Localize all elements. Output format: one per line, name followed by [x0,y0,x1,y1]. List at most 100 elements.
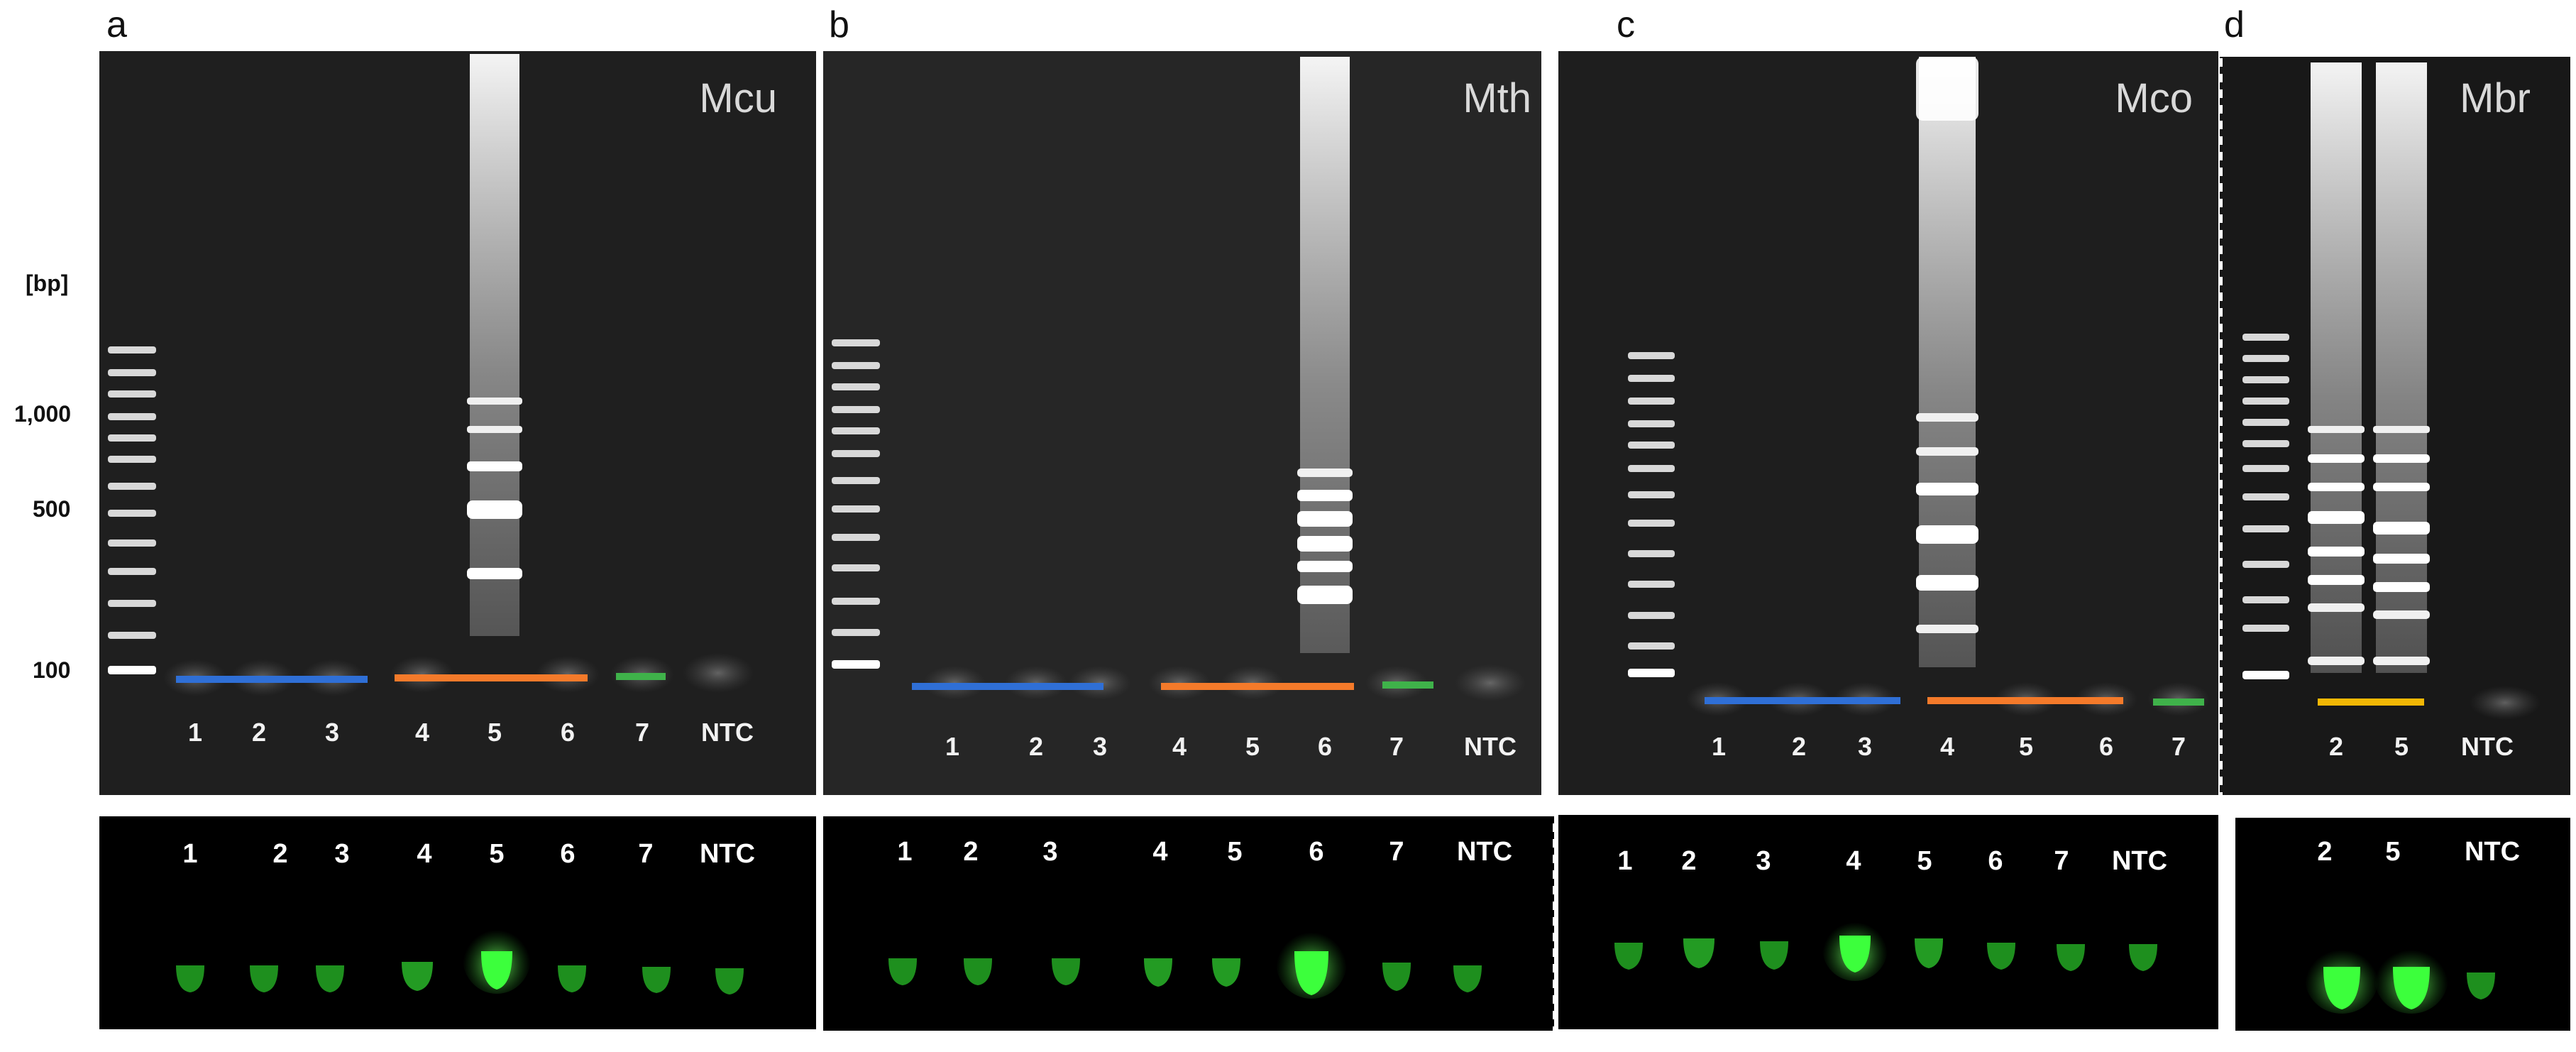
ladder-label-500: 500 [33,496,70,522]
lane-label: 1 [188,718,202,747]
positive-lane-d-2 [2308,62,2365,673]
marker-yellow-d [2318,698,2424,706]
tube-positive [481,951,512,990]
marker-orange-a [395,674,588,681]
lane-label: 5 [2019,732,2033,761]
tube [888,958,917,985]
lane-label: NTC [2461,732,2514,761]
lane-label: 1 [945,732,959,761]
tubes-c [1614,916,2157,981]
tube [1987,943,2015,970]
tube-label: 4 [1152,837,1167,867]
tube-label: 3 [1756,846,1771,876]
marker-green-b [1382,681,1433,689]
lane-label: 2 [252,718,266,747]
ladder-c [1628,352,1675,677]
gel-lane-labels-b: 1 2 3 4 5 6 7 NTC [945,732,1517,761]
species-label-c: Mco [2115,75,2193,121]
tube-label: 1 [1617,846,1632,876]
ladder-a [108,346,156,674]
tube [176,965,204,992]
lane-label: NTC [701,718,754,747]
panel-letter-a: a [106,4,127,45]
panel-letter-c: c [1617,4,1635,45]
tube-label: 7 [638,839,653,869]
gel-panel-a: Mcu 1 2 3 4 5 6 7 NTC [99,51,816,795]
tube [2467,972,2495,999]
tube-label: 5 [2385,837,2400,867]
tube [1052,958,1080,985]
lane-label: 6 [2099,732,2113,761]
tube-background-a [99,816,816,1029]
species-label-b: Mth [1463,75,1531,121]
tubes-d [2305,943,2495,1014]
tube-strip-d: 2 5 NTC [2235,818,2570,1031]
tube-strip-b: 1 2 3 4 5 6 7 NTC [823,816,1554,1031]
tube [1915,938,1943,968]
lane-label: 2 [2329,732,2343,761]
lane-label: 5 [2394,732,2409,761]
panel-letter-b: b [829,4,849,45]
lane-label: 6 [561,718,575,747]
lane-label: NTC [1464,732,1517,761]
lane-label: 4 [1940,732,1954,761]
lane-label: 6 [1318,732,1332,761]
ladder-d [2242,334,2289,679]
ladder-label-1000: 1,000 [14,401,71,427]
tube [1144,958,1172,987]
tube [1683,938,1714,968]
tube-positive [2323,967,2360,1009]
lane-label: 5 [1245,732,1260,761]
tube-label: 3 [334,839,349,869]
marker-orange-c [1927,697,2123,704]
tube-label: 2 [2317,837,2332,867]
lane-label: 3 [325,718,339,747]
lane-label: 4 [415,718,429,747]
lane-label: 2 [1029,732,1043,761]
positive-lane-c-4 [1916,57,1978,667]
tube [558,965,586,992]
tube [715,968,744,995]
tube-labels-a: 1 2 3 4 5 6 7 NTC [182,839,755,869]
marker-blue-a [176,676,368,683]
tube-label: 4 [417,839,431,869]
tube [2129,944,2157,971]
tube [1614,943,1643,970]
tube [1453,965,1482,992]
lane-label: 7 [1389,732,1404,761]
bp-unit: bp [33,270,61,296]
tube-label: 3 [1042,837,1057,867]
tube [964,958,992,985]
gel-lane-labels-a: 1 2 3 4 5 6 7 NTC [188,718,754,747]
tube [2057,944,2085,971]
tube-label: NTC [1457,837,1512,867]
lane-label: 3 [1858,732,1872,761]
tubes-a [176,923,744,995]
bp-unit-label: [bp] [26,270,68,296]
positive-lane-d-5 [2373,62,2430,673]
marker-blue-c [1705,697,1900,704]
lane-label: 7 [2172,732,2186,761]
tube [1382,963,1411,991]
marker-orange-b [1161,683,1354,690]
tube-label: 6 [1309,837,1323,867]
tube-labels-d: 2 5 NTC [2317,837,2520,867]
species-label-d: Mbr [2460,75,2531,121]
tube-positive [2393,967,2430,1009]
tube-strip-c: 1 2 3 4 5 6 7 NTC [1558,815,2218,1029]
gel-lane-labels-c: 1 2 3 4 5 6 7 [1712,732,2186,761]
tube-strip-a: 1 2 3 4 5 6 7 NTC [99,816,816,1029]
tube-positive [1294,951,1328,995]
tube [250,965,278,992]
tube-label: 5 [1917,846,1932,876]
positive-lane-b-6 [1297,57,1353,653]
tube [402,962,433,991]
gel-panel-d: Mbr 2 5 NTC [2220,57,2570,795]
tubes-b [888,925,1482,999]
tube [642,967,671,993]
ladder-b [832,339,880,669]
marker-green-c [2153,698,2204,706]
tube-label: 4 [1846,846,1861,876]
lane-label: 5 [488,718,502,747]
marker-green-a [616,673,666,680]
